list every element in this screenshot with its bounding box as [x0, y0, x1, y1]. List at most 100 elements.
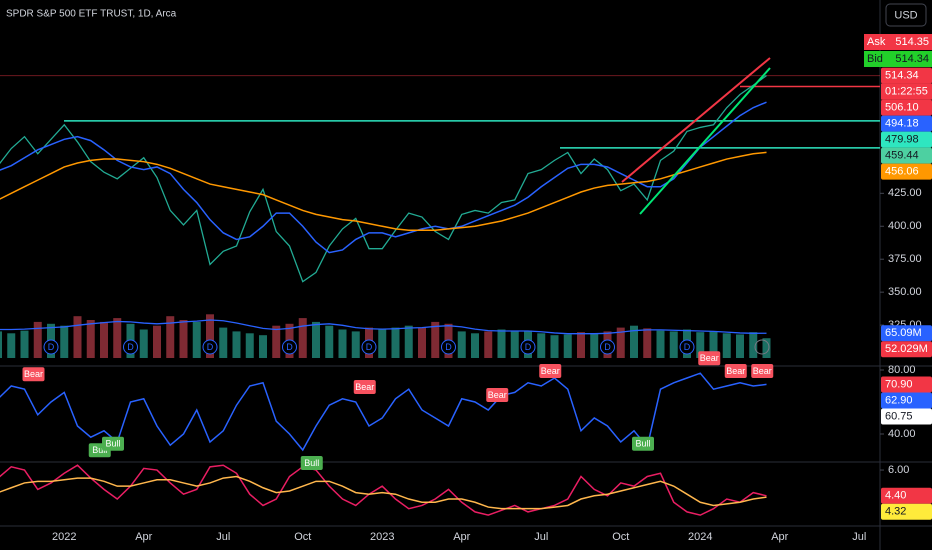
- volume-bar: [431, 321, 440, 358]
- dividend-label: D: [525, 342, 532, 352]
- volume-bar: [484, 331, 493, 358]
- x-tick-label: Apr: [135, 531, 152, 543]
- x-tick-label: Apr: [771, 531, 788, 543]
- dividend-label: D: [127, 342, 134, 352]
- dividend-marker: [520, 339, 536, 355]
- signal-badge: [751, 364, 774, 378]
- volume-bar: [232, 331, 241, 358]
- volume-bar: [669, 331, 678, 358]
- volume-bar: [656, 330, 665, 358]
- trend-drawings: [621, 57, 771, 215]
- price-tag: [881, 325, 932, 342]
- price-tag: [881, 392, 932, 409]
- volume-bar: [33, 321, 42, 358]
- volume-bar: [497, 329, 506, 358]
- dividend-marker: [600, 339, 615, 355]
- volume-bar: [351, 331, 360, 358]
- volume-bar: [245, 333, 254, 358]
- x-tick-label: Jul: [534, 531, 548, 543]
- y-tick-label: 425.00: [888, 187, 922, 199]
- y-tick-label: 375.00: [888, 253, 922, 265]
- price-tag: [881, 408, 932, 425]
- signal-label: Bear: [541, 366, 560, 376]
- signal-label: Bear: [355, 382, 374, 392]
- x-tick-label: Oct: [294, 531, 311, 543]
- price-tag: [881, 376, 932, 393]
- currency-button[interactable]: [885, 3, 927, 27]
- ask-price: 514.35: [895, 36, 929, 48]
- ask-box: [864, 34, 932, 50]
- dividend-label: D: [684, 342, 691, 352]
- price-tag-label: 62.90: [885, 394, 913, 406]
- volume-bar: [325, 325, 334, 358]
- price-tag-label: 506.10: [885, 101, 919, 113]
- dividend-label: D: [48, 342, 55, 352]
- signal-badge: [539, 364, 562, 378]
- volume-bar: [643, 328, 652, 358]
- price-tag-label: 60.75: [885, 410, 913, 422]
- dividend-marker: [282, 339, 297, 355]
- volume-bar: [696, 332, 705, 358]
- dividend-label: D: [445, 342, 452, 352]
- price-tag: [881, 163, 932, 180]
- volume-bar: [100, 321, 108, 358]
- currency-label[interactable]: USD: [894, 9, 917, 21]
- signal-label: Bull: [105, 439, 120, 449]
- volume-bar: [577, 332, 585, 358]
- price-tag: [881, 341, 932, 358]
- y-tick-label: 80.00: [888, 364, 916, 376]
- countdown: 01:22:55: [885, 85, 928, 97]
- y-tick-label: 400.00: [888, 220, 922, 232]
- price-tag: [881, 115, 932, 132]
- price-tag-label: 479.98: [885, 133, 919, 145]
- signal-label: Bull: [92, 445, 107, 455]
- signal-badge: [632, 436, 654, 451]
- volume-bar: [312, 321, 320, 358]
- volume-bar: [338, 329, 347, 358]
- volume-bar: [709, 331, 718, 358]
- volume-bar: [259, 335, 267, 358]
- volume-bar: [139, 329, 148, 358]
- volume-bar: [60, 325, 69, 358]
- volume-bar: [616, 327, 625, 358]
- price-tag-label: 459.44: [885, 149, 919, 161]
- volume-bar: [471, 333, 479, 358]
- price-tag: [881, 67, 932, 84]
- y-tick-label: 6.00: [888, 464, 909, 476]
- x-tick-label: Apr: [453, 531, 470, 543]
- y-tick-label: 350.00: [888, 286, 922, 298]
- volume-bar: [563, 334, 572, 358]
- signal-label: Bear: [753, 366, 772, 376]
- series-line: [0, 372, 767, 452]
- dividend-marker: [679, 339, 695, 355]
- volume-bar: [272, 325, 281, 358]
- x-tick-label: Jul: [216, 531, 230, 543]
- series-line: [0, 75, 767, 283]
- ask-label: Ask: [867, 36, 886, 48]
- dividend-label: D: [207, 342, 214, 352]
- price-tag: [881, 503, 932, 520]
- volume-bar: [219, 327, 228, 358]
- volume-bar: [537, 333, 546, 358]
- price-tag: [881, 487, 932, 504]
- volume-bar: [73, 316, 82, 358]
- dividend-marker: [202, 339, 218, 355]
- volume-bar: [378, 329, 387, 358]
- bid-price: 514.34: [895, 53, 929, 65]
- price-tag-label: 4.40: [885, 490, 906, 502]
- signal-badge: [724, 364, 747, 378]
- signal-label: Bear: [726, 366, 745, 376]
- x-tick-label: Jul: [852, 531, 866, 543]
- volume-bar: [179, 320, 188, 358]
- x-tick-label: 2024: [688, 531, 712, 543]
- volume-bar: [7, 333, 16, 358]
- price-tag-label: 514.34: [885, 69, 919, 81]
- signal-label: Bull: [304, 458, 319, 468]
- price-tag-label: 456.06: [885, 165, 919, 177]
- volume-bar: [113, 318, 122, 358]
- volume-bar: [192, 321, 201, 358]
- x-tick-label: 2023: [370, 531, 394, 543]
- bid-label: Bid: [867, 53, 883, 65]
